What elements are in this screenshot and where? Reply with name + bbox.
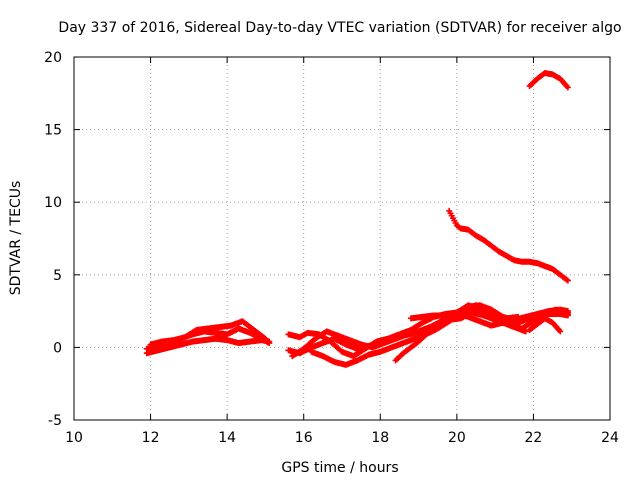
- y-axis-label: SDTVAR / TECUs: [8, 181, 24, 296]
- y-tick-label: 15: [44, 123, 62, 139]
- x-tick-label: 20: [448, 430, 466, 446]
- x-tick-label: 18: [371, 430, 389, 446]
- data-point: [564, 277, 571, 284]
- tick-labels: 10 12 14 16 18 20 22 24 -5 0 5 10 15 20: [44, 50, 619, 446]
- x-tick-label: 24: [601, 430, 619, 446]
- data-point: [266, 338, 273, 345]
- data-point: [262, 335, 269, 342]
- y-tick-label: 0: [53, 340, 62, 356]
- plot-frame: [73, 56, 611, 421]
- x-tick-label: 16: [295, 430, 313, 446]
- x-tick-label: 22: [525, 430, 543, 446]
- data-point: [522, 328, 529, 335]
- chart-title: Day 337 of 2016, Sidereal Day-to-day VTE…: [58, 20, 621, 36]
- axis-ticks: [73, 56, 611, 421]
- x-tick-label: 10: [65, 430, 83, 446]
- data-points: [143, 69, 571, 368]
- y-tick-label: 5: [53, 268, 62, 284]
- y-tick-label: 10: [44, 195, 62, 211]
- data-point: [564, 84, 571, 91]
- x-tick-label: 14: [218, 430, 236, 446]
- y-tick-label: 20: [44, 50, 62, 66]
- x-tick-label: 12: [142, 430, 160, 446]
- data-point: [564, 308, 571, 315]
- data-point: [557, 328, 564, 335]
- gridlines: [74, 57, 610, 420]
- y-tick-label: -5: [48, 413, 62, 429]
- x-axis-label: GPS time / hours: [281, 460, 398, 476]
